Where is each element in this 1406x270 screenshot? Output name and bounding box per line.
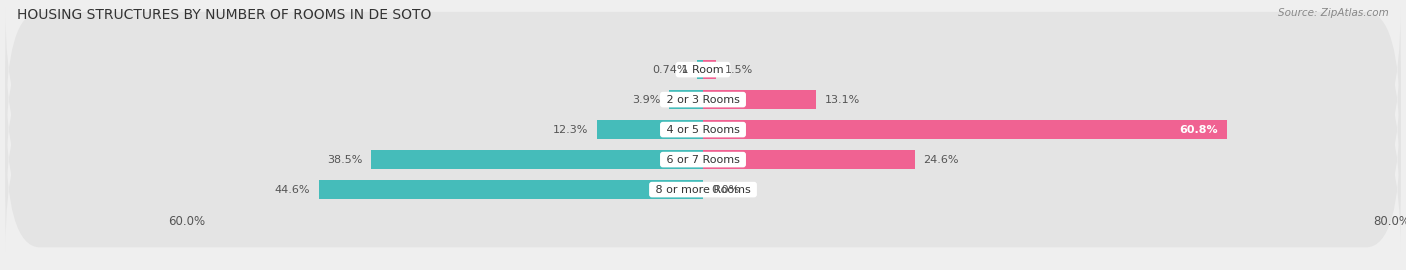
Text: 13.1%: 13.1% (824, 94, 859, 104)
Text: 12.3%: 12.3% (553, 124, 589, 135)
Text: 1 Room: 1 Room (679, 65, 727, 75)
FancyBboxPatch shape (6, 37, 1400, 162)
Text: 3.9%: 3.9% (633, 94, 661, 104)
Bar (371, 150, 703, 169)
Text: 38.5%: 38.5% (328, 155, 363, 165)
Bar (703, 120, 1226, 139)
Text: 60.8%: 60.8% (1180, 124, 1218, 135)
Text: 8 or more Rooms: 8 or more Rooms (652, 185, 754, 195)
Bar (703, 60, 716, 79)
Bar (703, 150, 915, 169)
Text: HOUSING STRUCTURES BY NUMBER OF ROOMS IN DE SOTO: HOUSING STRUCTURES BY NUMBER OF ROOMS IN… (17, 8, 432, 22)
Text: Source: ZipAtlas.com: Source: ZipAtlas.com (1278, 8, 1389, 18)
Legend: Owner-occupied, Renter-occupied: Owner-occupied, Renter-occupied (579, 266, 827, 270)
Text: 44.6%: 44.6% (274, 185, 311, 195)
Text: 2 or 3 Rooms: 2 or 3 Rooms (662, 94, 744, 104)
Text: 6 or 7 Rooms: 6 or 7 Rooms (662, 155, 744, 165)
FancyBboxPatch shape (6, 7, 1400, 132)
Text: 0.74%: 0.74% (652, 65, 688, 75)
Text: 0.0%: 0.0% (711, 185, 740, 195)
Bar (669, 90, 703, 109)
Bar (598, 120, 703, 139)
Text: 1.5%: 1.5% (724, 65, 752, 75)
Text: 4 or 5 Rooms: 4 or 5 Rooms (662, 124, 744, 135)
Bar (696, 60, 703, 79)
FancyBboxPatch shape (6, 67, 1400, 192)
Bar (703, 90, 815, 109)
FancyBboxPatch shape (6, 127, 1400, 252)
Bar (319, 180, 703, 199)
FancyBboxPatch shape (6, 97, 1400, 222)
Text: 24.6%: 24.6% (924, 155, 959, 165)
